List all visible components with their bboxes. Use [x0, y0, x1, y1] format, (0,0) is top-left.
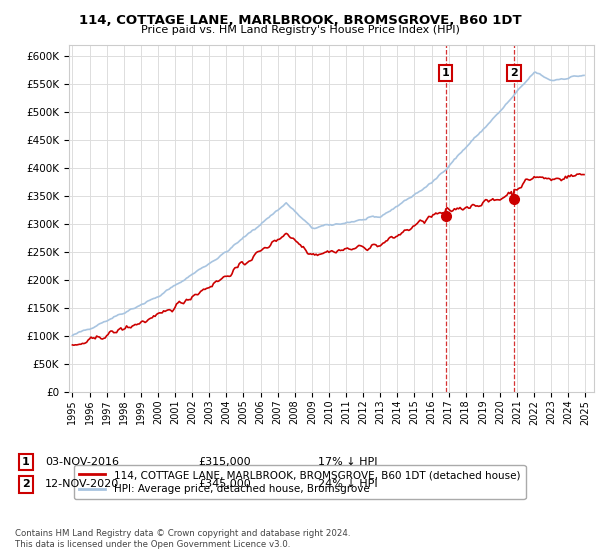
- Text: Price paid vs. HM Land Registry's House Price Index (HPI): Price paid vs. HM Land Registry's House …: [140, 25, 460, 35]
- Text: 2: 2: [510, 68, 518, 78]
- Text: 1: 1: [442, 68, 449, 78]
- Text: 17% ↓ HPI: 17% ↓ HPI: [318, 457, 377, 467]
- Text: 03-NOV-2016: 03-NOV-2016: [45, 457, 119, 467]
- Text: 1: 1: [22, 457, 29, 467]
- Text: 2: 2: [22, 479, 29, 489]
- Text: £315,000: £315,000: [198, 457, 251, 467]
- Text: £345,000: £345,000: [198, 479, 251, 489]
- Text: 12-NOV-2020: 12-NOV-2020: [45, 479, 119, 489]
- Text: 24% ↓ HPI: 24% ↓ HPI: [318, 479, 377, 489]
- Legend: 114, COTTAGE LANE, MARLBROOK, BROMSGROVE, B60 1DT (detached house), HPI: Average: 114, COTTAGE LANE, MARLBROOK, BROMSGROVE…: [74, 465, 526, 500]
- Text: Contains HM Land Registry data © Crown copyright and database right 2024.
This d: Contains HM Land Registry data © Crown c…: [15, 529, 350, 549]
- Text: 114, COTTAGE LANE, MARLBROOK, BROMSGROVE, B60 1DT: 114, COTTAGE LANE, MARLBROOK, BROMSGROVE…: [79, 14, 521, 27]
